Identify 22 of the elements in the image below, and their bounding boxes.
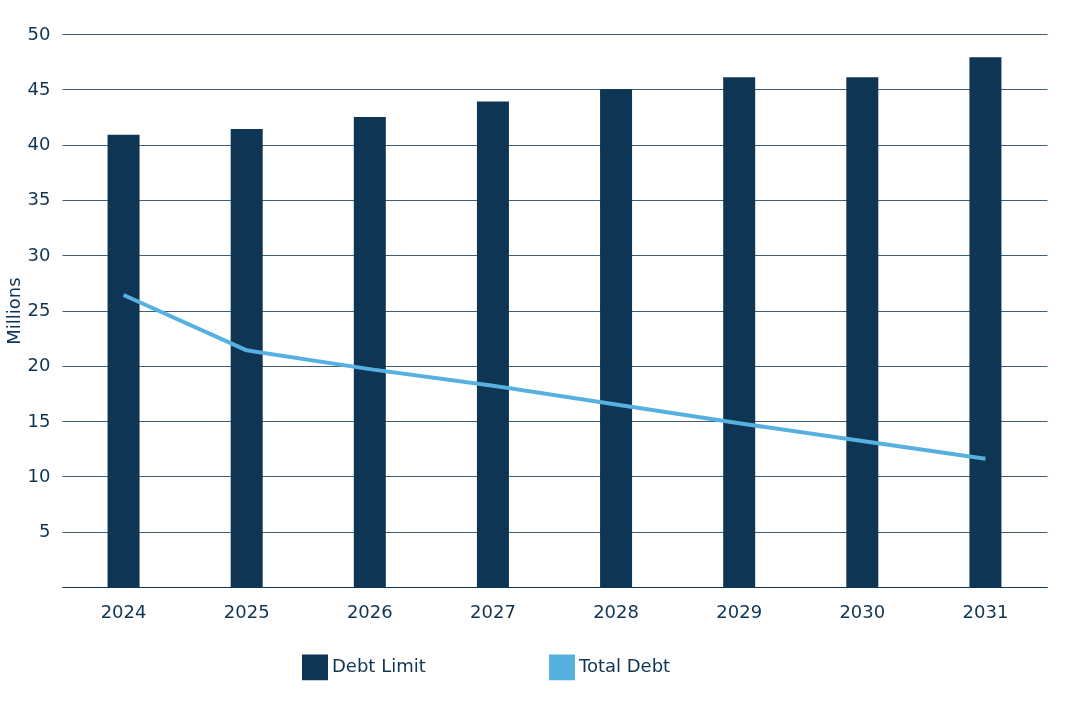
- y-tick-label: 50: [27, 22, 51, 44]
- x-tick-label: 2028: [593, 600, 639, 622]
- y-tick-label: 30: [27, 243, 51, 265]
- y-tick-label: 20: [27, 354, 51, 376]
- y-tick-label: 45: [27, 77, 51, 99]
- x-tick-label: 2031: [962, 600, 1009, 622]
- x-tick-label: 2027: [470, 600, 516, 622]
- legend-label: Total Debt: [578, 655, 671, 677]
- y-tick-label: 15: [27, 409, 51, 431]
- x-tick-label: 2025: [223, 600, 270, 622]
- x-tick-label: 2024: [100, 600, 147, 622]
- x-tick-label: 2030: [839, 600, 886, 622]
- y-tick-label: 25: [27, 299, 51, 320]
- x-tick-label: 2026: [346, 600, 393, 622]
- line-series: [121, 293, 988, 461]
- y-tick-label: 35: [27, 188, 51, 210]
- x-tick-label: 2029: [716, 600, 763, 622]
- legend-label: Debt Limit: [332, 655, 426, 677]
- y-tick-label: 40: [27, 133, 51, 155]
- y-axis-title: Millions: [2, 277, 24, 345]
- y-tick-label: 10: [27, 464, 51, 486]
- y-tick-label: 5: [39, 520, 51, 542]
